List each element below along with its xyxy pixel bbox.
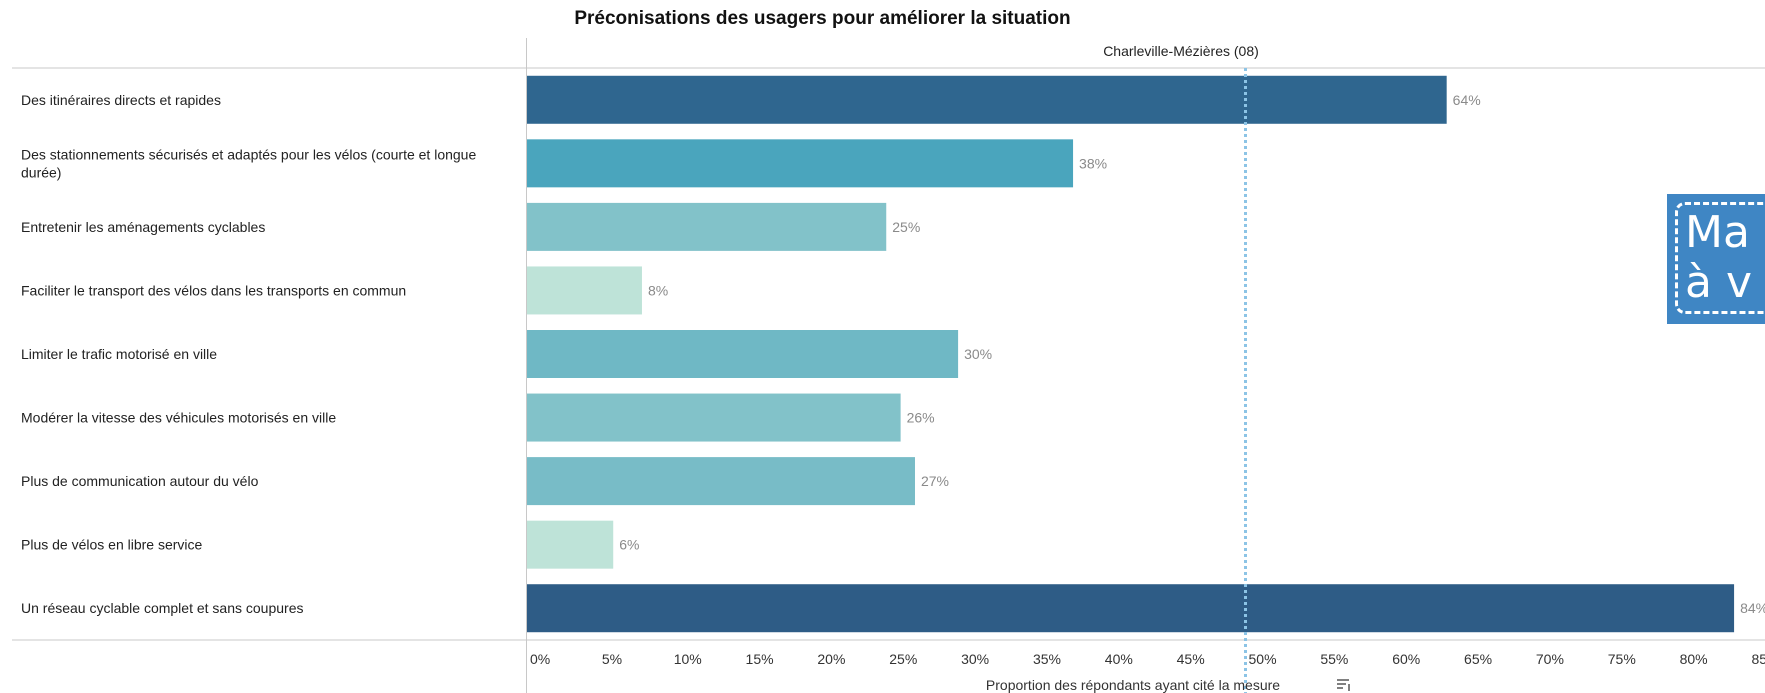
bar — [527, 584, 1735, 633]
x-tick-label: 0% — [530, 651, 550, 667]
bar — [527, 139, 1074, 188]
x-tick-label: 80% — [1680, 651, 1708, 667]
category-label: Modérer la vitesse des véhicules motoris… — [21, 410, 336, 426]
value-label: 84% — [1740, 600, 1765, 616]
bar — [527, 202, 887, 251]
x-tick-label: 25% — [889, 651, 917, 667]
x-tick-label: 5% — [602, 651, 622, 667]
category-label: Un réseau cyclable complet et sans coupu… — [21, 600, 303, 616]
x-tick-label: 60% — [1392, 651, 1420, 667]
category-label: Faciliter le transport des vélos dans le… — [21, 282, 406, 298]
x-tick-label: 50% — [1249, 651, 1277, 667]
category-label: Des itinéraires directs et rapides — [21, 92, 221, 108]
x-tick-label: 55% — [1320, 651, 1348, 667]
x-tick-label: 40% — [1105, 651, 1133, 667]
category-label: Entretenir les aménagements cyclables — [21, 219, 265, 235]
x-tick-label: 65% — [1464, 651, 1492, 667]
category-label: Plus de vélos en libre service — [21, 537, 203, 553]
category-label: Limiter le trafic motorisé en ville — [21, 346, 217, 362]
value-label: 6% — [619, 537, 639, 553]
bar — [527, 393, 901, 442]
bar — [527, 457, 915, 506]
chart-title: Préconisations des usagers pour améliore… — [574, 8, 1071, 29]
bar — [527, 330, 959, 378]
x-axis-title: Proportion des répondants ayant cité la … — [986, 677, 1280, 693]
value-label: 64% — [1453, 92, 1481, 108]
x-tick-label: 30% — [961, 651, 989, 667]
value-label: 25% — [892, 219, 920, 235]
category-label: Plus de communication autour du vélo — [21, 473, 259, 489]
x-tick-label: 70% — [1536, 651, 1564, 667]
category-label: Des stationnements sécurisés et adaptés … — [21, 146, 476, 180]
overlay-text: Ma à v — [1685, 207, 1752, 308]
bar — [527, 266, 642, 315]
facet-label: Charleville-Mézières (08) — [1103, 43, 1259, 59]
value-label: 8% — [648, 282, 668, 298]
sort-icon[interactable] — [1337, 679, 1350, 691]
overlay-banner[interactable]: Ma à v — [1667, 194, 1765, 324]
x-tick-label: 10% — [674, 651, 702, 667]
value-label: 38% — [1079, 155, 1107, 171]
x-tick-label: 45% — [1177, 651, 1205, 667]
value-label: 30% — [964, 346, 992, 362]
value-label: 27% — [921, 473, 949, 489]
x-tick-label: 85% — [1751, 651, 1765, 667]
bar — [527, 520, 614, 569]
x-tick-label: 20% — [817, 651, 845, 667]
bar — [527, 75, 1447, 124]
dashed-frame — [1675, 202, 1765, 314]
x-tick-label: 75% — [1608, 651, 1636, 667]
x-tick-label: 35% — [1033, 651, 1061, 667]
x-tick-label: 15% — [746, 651, 774, 667]
value-label: 26% — [907, 410, 935, 426]
